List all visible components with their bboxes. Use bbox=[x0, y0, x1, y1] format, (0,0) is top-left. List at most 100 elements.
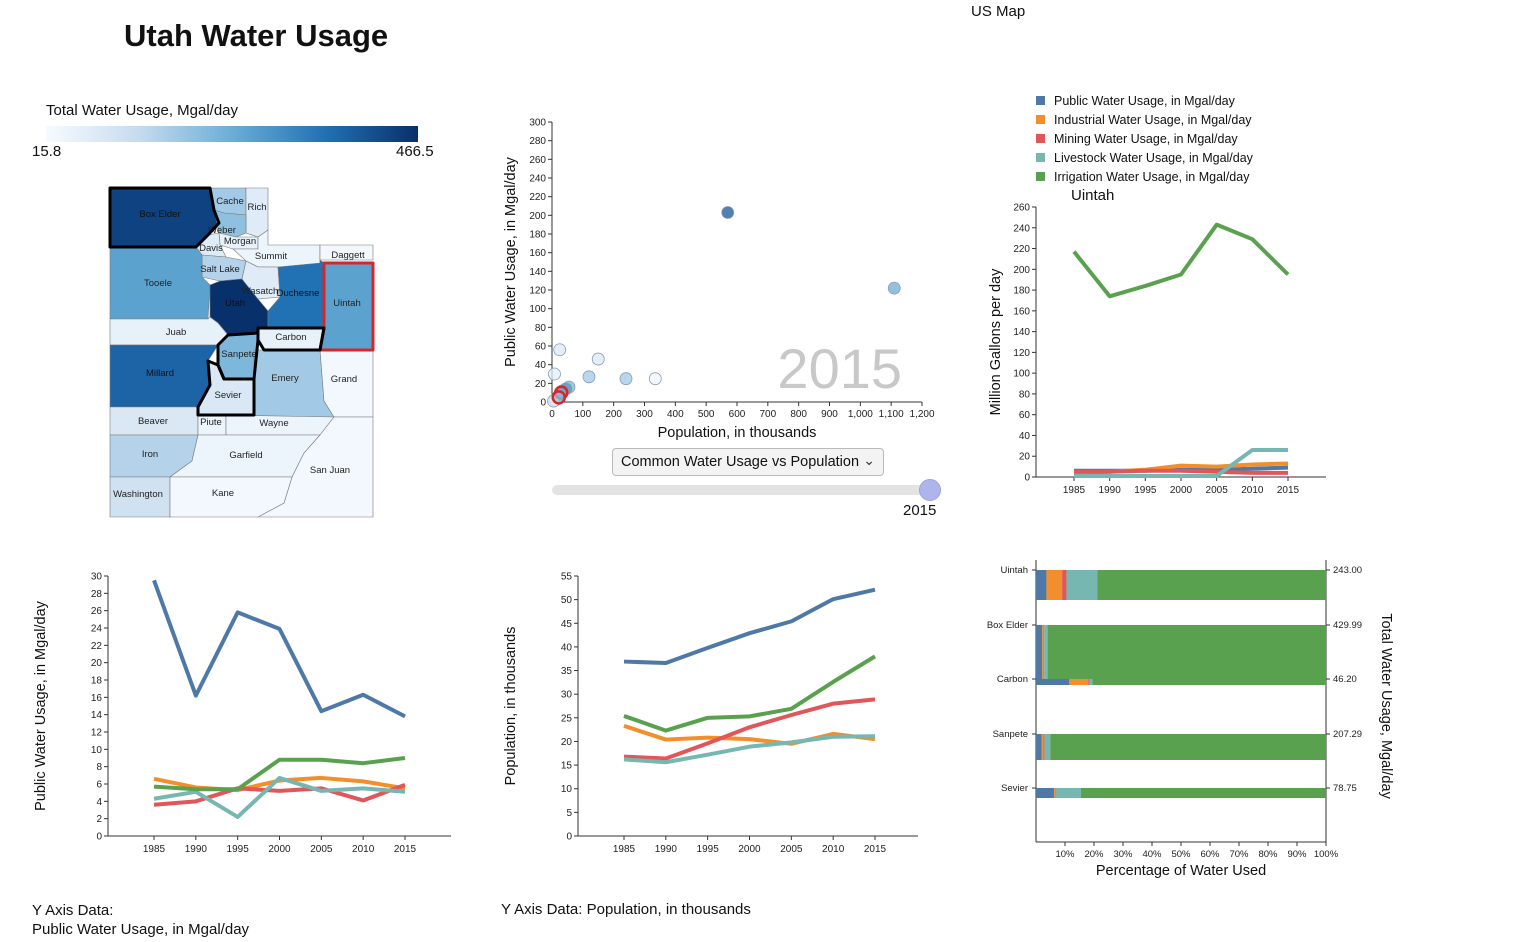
map-legend-max: 466.5 bbox=[396, 143, 434, 160]
bar-category-label: Carbon bbox=[997, 674, 1028, 685]
bar-segment-mining[interactable] bbox=[1043, 625, 1045, 679]
legend-swatch-irrigation bbox=[1036, 172, 1045, 181]
scatter-y-tick-label: 100 bbox=[529, 304, 546, 315]
bar-segment-irrigation[interactable] bbox=[1092, 679, 1326, 685]
bar-segment-livestock[interactable] bbox=[1044, 734, 1051, 760]
public-usage-y-tick-label: 28 bbox=[91, 589, 103, 600]
year-slider-track[interactable] bbox=[552, 485, 932, 495]
bar-segment-irrigation[interactable] bbox=[1097, 570, 1326, 600]
scatter-y-tick-label: 200 bbox=[529, 211, 546, 222]
bar-segment-public[interactable] bbox=[1036, 788, 1054, 798]
scatter-point-highlighted[interactable] bbox=[551, 390, 567, 405]
y-axis-data-left: Y Axis Data: Public Water Usage, in Mgal… bbox=[32, 901, 249, 939]
bar-segment-irrigation[interactable] bbox=[1050, 734, 1326, 760]
map-legend-title: Total Water Usage, Mgal/day bbox=[46, 102, 239, 119]
usage-percent-bar-chart[interactable]: Uintah 243.00 Box Elder 429.99 Carbon 46.20 Sa… bbox=[980, 560, 1400, 885]
scatter-y-tick-label: 280 bbox=[529, 136, 546, 147]
bar-segment-industrial[interactable] bbox=[1046, 570, 1063, 600]
public-usage-y-tick-label: 24 bbox=[91, 624, 103, 635]
trend-y-label: Million Gallons per day bbox=[988, 268, 1004, 415]
county-daggett[interactable] bbox=[319, 244, 374, 261]
scatter-point[interactable] bbox=[591, 352, 605, 366]
legend-label-irrigation: Irrigation Water Usage, in Mgal/day bbox=[1054, 170, 1250, 184]
population-series-mining bbox=[623, 697, 876, 761]
scatter-point[interactable] bbox=[553, 343, 567, 357]
bar-x-tick-label: 70% bbox=[1229, 849, 1249, 860]
scatter-point[interactable] bbox=[887, 281, 901, 295]
population-y-tick-label: 15 bbox=[561, 761, 573, 772]
population-y-tick-label: 30 bbox=[561, 690, 573, 701]
bar-segment-public[interactable] bbox=[1036, 570, 1047, 600]
chart-type-dropdown[interactable]: Common Water Usage vs Population ⌄ bbox=[612, 448, 884, 476]
public-usage-series-mining bbox=[153, 782, 406, 807]
county-kane[interactable] bbox=[169, 476, 293, 518]
population-x-tick-label: 2015 bbox=[864, 844, 887, 855]
bar-segment-livestock[interactable] bbox=[1055, 788, 1081, 798]
population-y-tick-label: 5 bbox=[566, 808, 572, 819]
scatter-x-tick-label: 1,100 bbox=[879, 409, 904, 420]
scatter-y-tick-label: 0 bbox=[540, 398, 546, 409]
scatter-point[interactable] bbox=[648, 372, 662, 386]
scatter-y-tick-label: 220 bbox=[529, 192, 546, 203]
bar-category-label: Uintah bbox=[1001, 565, 1028, 576]
bar-segment-public[interactable] bbox=[1036, 679, 1070, 685]
bar-x-tick-label: 40% bbox=[1142, 849, 1162, 860]
public-usage-x-tick-label: 2000 bbox=[268, 844, 291, 855]
trend-y-tick-label: 240 bbox=[1013, 223, 1030, 234]
bar-total-label: 243.00 bbox=[1333, 565, 1362, 576]
bar-segment-livestock[interactable] bbox=[1066, 570, 1098, 600]
trend-series-mining bbox=[1074, 468, 1288, 475]
public-usage-y-tick-label: 2 bbox=[96, 814, 102, 825]
population-y-tick-label: 25 bbox=[561, 713, 573, 724]
bar-segment-mining[interactable] bbox=[1062, 570, 1067, 600]
bar-segment-irrigation[interactable] bbox=[1080, 788, 1326, 798]
public-usage-x-tick-label: 2010 bbox=[352, 844, 375, 855]
county-label-box-elder: Box Elder bbox=[139, 209, 180, 220]
legend-label-mining: Mining Water Usage, in Mgal/day bbox=[1054, 132, 1238, 146]
public-usage-x-tick-label: 2015 bbox=[394, 844, 417, 855]
trend-y-tick-label: 180 bbox=[1013, 286, 1030, 297]
scatter-point[interactable] bbox=[619, 372, 633, 386]
utah-county-map[interactable]: Box Elder Cache Rich Weber Morgan Davis Salt L… bbox=[108, 185, 376, 521]
bar-segment-irrigation[interactable] bbox=[1047, 625, 1326, 679]
population-series-industrial bbox=[623, 723, 876, 746]
scatter-point[interactable] bbox=[548, 367, 561, 381]
scatter-point[interactable] bbox=[582, 370, 596, 384]
scatter-chart[interactable]: 2015 0 20 40 60 80 100 120 140 160 180 200 220 240 260… bbox=[498, 112, 958, 442]
year-slider-thumb[interactable] bbox=[919, 479, 941, 501]
population-x-tick-label: 1985 bbox=[613, 844, 636, 855]
public-usage-y-tick-label: 18 bbox=[91, 676, 103, 687]
bar-segment-industrial[interactable] bbox=[1041, 734, 1044, 760]
bar-y-label: Total Water Usage, Mgal/day bbox=[1378, 613, 1394, 799]
y-axis-data-mid: Y Axis Data: Population, in thousands bbox=[501, 901, 751, 918]
us-map-link[interactable]: US Map bbox=[971, 3, 1026, 20]
bar-segment-livestock[interactable] bbox=[1044, 625, 1048, 679]
bar-x-tick-label: 50% bbox=[1171, 849, 1191, 860]
bar-segment-livestock[interactable] bbox=[1089, 679, 1093, 685]
bar-segment-mining[interactable] bbox=[1088, 679, 1090, 685]
bar-segment-mining[interactable] bbox=[1054, 788, 1056, 798]
year-watermark: 2015 bbox=[777, 337, 902, 400]
public-usage-y-label: Public Water Usage, in Mgal/day bbox=[33, 600, 49, 811]
trend-y-tick-label: 100 bbox=[1013, 369, 1030, 380]
bar-segment-public[interactable] bbox=[1036, 734, 1042, 760]
scatter-x-tick-label: 400 bbox=[667, 409, 684, 420]
county-label-piute: Piute bbox=[200, 417, 222, 428]
map-legend-color-scale bbox=[46, 126, 418, 142]
population-y-tick-label: 40 bbox=[561, 642, 573, 653]
county-label-cache: Cache bbox=[216, 196, 243, 207]
county-label-sevier: Sevier bbox=[215, 390, 242, 401]
scatter-x-tick-label: 900 bbox=[821, 409, 838, 420]
bar-segment-public[interactable] bbox=[1036, 625, 1043, 679]
bar-segment-mining[interactable] bbox=[1043, 734, 1045, 760]
bar-segment-industrial[interactable] bbox=[1042, 625, 1044, 679]
legend-swatch-livestock bbox=[1036, 153, 1045, 162]
bar-segment-industrial[interactable] bbox=[1069, 679, 1089, 685]
scatter-point[interactable] bbox=[721, 206, 735, 219]
bar-segment-industrial[interactable] bbox=[1053, 788, 1055, 798]
scatter-y-tick-label: 160 bbox=[529, 248, 546, 259]
trend-x-tick-label: 2005 bbox=[1206, 485, 1229, 496]
population-y-tick-label: 0 bbox=[566, 832, 572, 843]
county-label-grand: Grand bbox=[331, 374, 357, 385]
